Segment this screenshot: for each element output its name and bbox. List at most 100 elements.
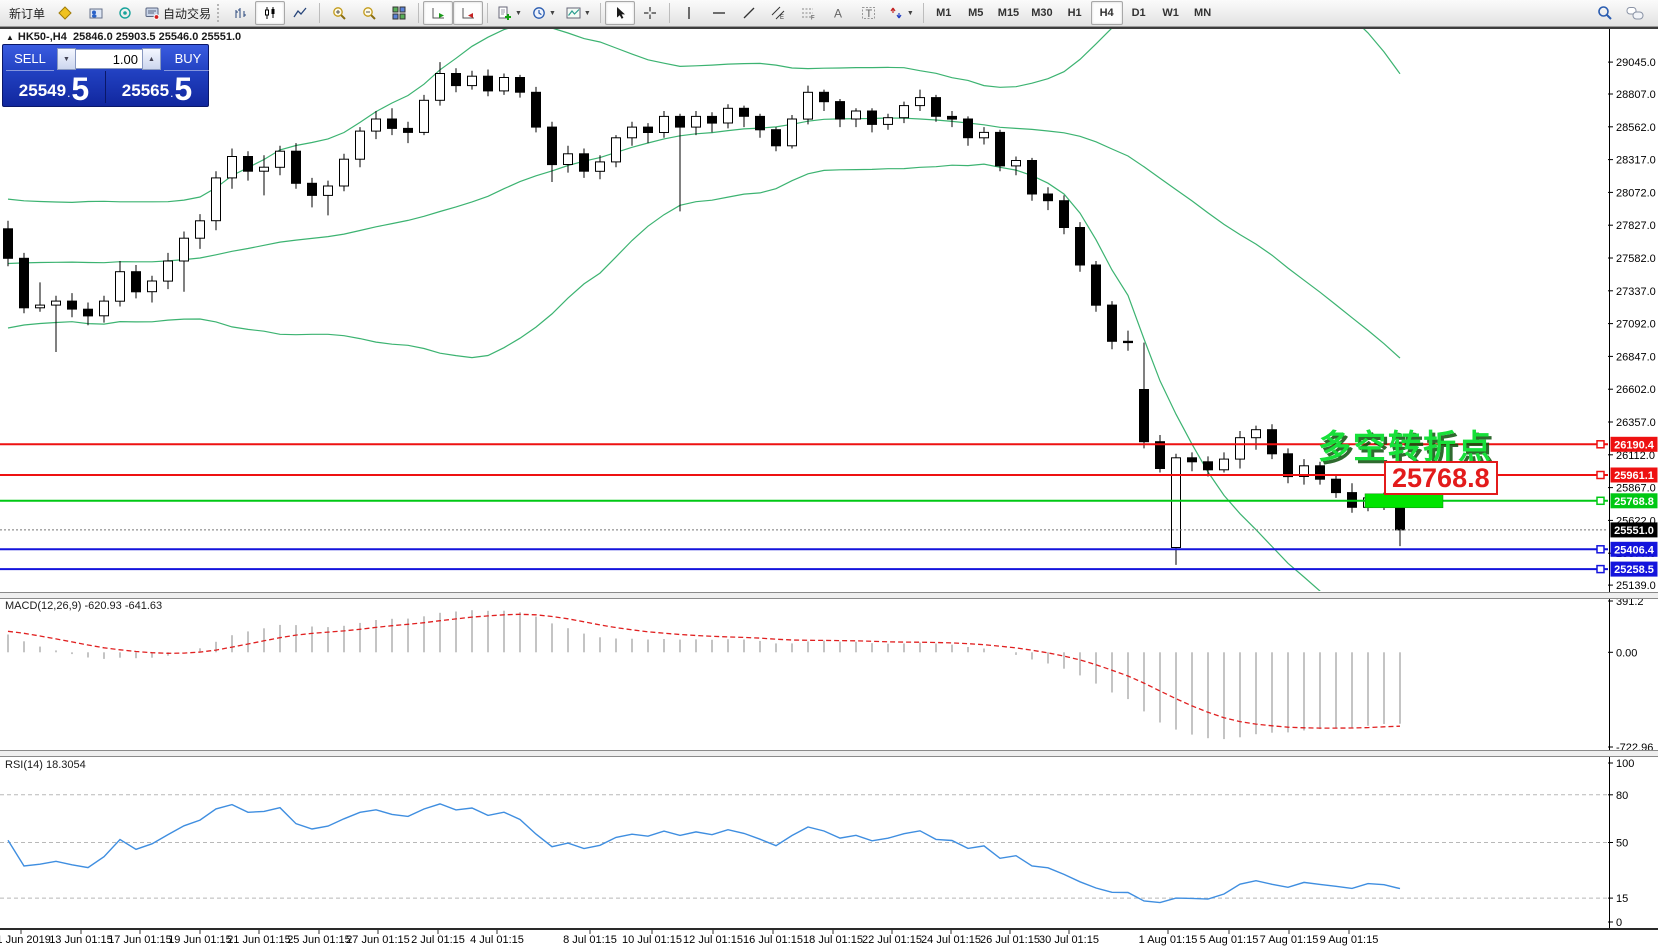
text-button[interactable]: A	[824, 1, 854, 25]
time-axis-label: 27 Jun 01:15	[346, 934, 410, 946]
buy-price[interactable]: 25565. 5	[106, 71, 208, 105]
volume-increase-button[interactable]: ▲	[142, 48, 161, 70]
line-chart-button[interactable]	[285, 1, 315, 25]
rsi-indicator-label: RSI(14) 18.3054	[5, 759, 86, 771]
pivot-price-tag[interactable]: 25768.8	[1384, 461, 1498, 495]
chart-shift-button[interactable]	[453, 1, 484, 25]
cursor-button[interactable]	[604, 1, 635, 25]
price-axis-badge: 26190.4	[1610, 436, 1658, 452]
toolbar: 新订单 自动交易	[0, 0, 1658, 27]
rsi-axis-tick: 50	[1616, 838, 1628, 850]
pane-separator[interactable]	[0, 592, 1658, 599]
bar-chart-icon	[233, 6, 247, 20]
auto-scroll-button[interactable]	[423, 1, 454, 25]
candlestick-chart-button[interactable]	[255, 1, 286, 25]
candlestick-chart-icon	[263, 6, 277, 20]
crosshair-button[interactable]	[635, 1, 665, 25]
symbol-period-label: HK50-,H4	[17, 31, 67, 43]
time-axis-label: 22 Jul 01:15	[862, 934, 922, 946]
time-axis-label: 10 Jul 01:15	[622, 934, 682, 946]
svg-text:25961.1: 25961.1	[1614, 470, 1654, 482]
price-axis-tick: 27827.0	[1616, 220, 1656, 232]
signals-button[interactable]	[110, 1, 140, 25]
toolbar-separator	[487, 3, 489, 23]
add-indicator-button[interactable]: ▼	[492, 1, 527, 25]
toolbar-separator	[668, 3, 670, 23]
candlesticks	[3, 62, 1405, 565]
pivot-highlight-box	[1364, 493, 1444, 509]
decimal-separator: .	[67, 86, 71, 100]
timeframe-m1-button[interactable]: M1	[928, 1, 960, 25]
crosshair-icon	[643, 6, 657, 20]
timeframe-label: M5	[968, 7, 984, 19]
price-axis-tick: 28807.0	[1616, 89, 1656, 101]
strategy-tester-icon	[88, 6, 103, 20]
chat-button[interactable]	[1620, 1, 1650, 25]
new-order-button[interactable]: 新订单	[4, 1, 50, 25]
price-axis-tick: 26357.0	[1616, 417, 1656, 429]
svg-text:25768.8: 25768.8	[1614, 496, 1654, 508]
auto-scroll-icon	[431, 6, 446, 20]
pane-separator[interactable]	[0, 750, 1658, 757]
timeframe-m15-button[interactable]: M15	[992, 1, 1025, 25]
arrows-button[interactable]: ▼	[884, 1, 919, 25]
level-line-25961.1	[0, 470, 1608, 480]
price-axis-badge: 25768.8	[1610, 493, 1658, 509]
macd-histogram	[7, 610, 1401, 740]
autotrading-button[interactable]: 自动交易	[140, 1, 216, 25]
buy-price-int: 25565	[121, 81, 170, 100]
sell-button[interactable]: SELL	[6, 47, 54, 71]
price-axis-badge: 25961.1	[1610, 467, 1658, 483]
svg-text:25258.5: 25258.5	[1614, 564, 1654, 576]
timeframe-w1-button[interactable]: W1	[1155, 1, 1187, 25]
periods-button[interactable]: ▼	[527, 1, 561, 25]
collapse-panel-arrow[interactable]: ▲	[6, 33, 14, 42]
horizontal-line-icon	[712, 6, 726, 20]
dropdown-caret-icon: ▼	[906, 9, 914, 17]
time-axis-label: 12 Jul 01:15	[683, 934, 743, 946]
timeframe-m5-button[interactable]: M5	[960, 1, 992, 25]
arrows-icon	[889, 6, 904, 20]
text-label-icon: T	[861, 6, 876, 20]
fibonacci-button[interactable]: F	[794, 1, 824, 25]
time-axis-label: 9 Aug 01:15	[1320, 934, 1379, 946]
metaeditor-button[interactable]	[50, 1, 80, 25]
cursor-icon	[613, 6, 627, 20]
trendline-button[interactable]	[734, 1, 764, 25]
zoom-out-button[interactable]	[354, 1, 384, 25]
template-button[interactable]: ▼	[561, 1, 596, 25]
tile-windows-button[interactable]	[384, 1, 414, 25]
time-axis-label: 4 Jul 01:15	[470, 934, 524, 946]
svg-text:E: E	[780, 15, 784, 20]
price-axis-badge: 25551.0	[1610, 522, 1658, 538]
timeframe-h4-button[interactable]: H4	[1090, 1, 1123, 25]
timeframe-mn-button[interactable]: MN	[1187, 1, 1219, 25]
buy-button[interactable]: BUY	[164, 47, 212, 71]
time-axis-label: 18 Jul 01:15	[803, 934, 863, 946]
new-order-label: 新订单	[9, 6, 46, 21]
timeframe-h1-button[interactable]: H1	[1059, 1, 1091, 25]
level-line-25768.8	[0, 496, 1608, 506]
horizontal-line-button[interactable]	[704, 1, 734, 25]
timeframe-label: M30	[1031, 7, 1053, 19]
volume-input[interactable]	[76, 49, 142, 69]
vertical-line-button[interactable]	[674, 1, 704, 25]
bar-chart-button[interactable]	[225, 1, 255, 25]
add-indicator-icon	[497, 6, 512, 20]
search-button[interactable]	[1590, 1, 1620, 25]
strategy-tester-button[interactable]	[80, 1, 110, 25]
sell-price[interactable]: 25549. 5	[3, 71, 105, 105]
turning-point-annotation[interactable]: 多空转折点	[1318, 428, 1493, 465]
volume-control: ▼ ▲	[57, 47, 161, 71]
time-axis-label: 24 Jul 01:15	[921, 934, 981, 946]
timeframe-d1-button[interactable]: D1	[1123, 1, 1155, 25]
equidistant-channel-button[interactable]: E	[764, 1, 794, 25]
zoom-out-icon	[362, 6, 377, 21]
volume-decrease-button[interactable]: ▼	[57, 48, 76, 70]
sell-label: SELL	[14, 51, 46, 66]
text-label-button[interactable]: T	[854, 1, 884, 25]
zoom-in-button[interactable]	[324, 1, 354, 25]
level-line-26190.4	[0, 440, 1608, 449]
timeframe-m30-button[interactable]: M30	[1025, 1, 1058, 25]
